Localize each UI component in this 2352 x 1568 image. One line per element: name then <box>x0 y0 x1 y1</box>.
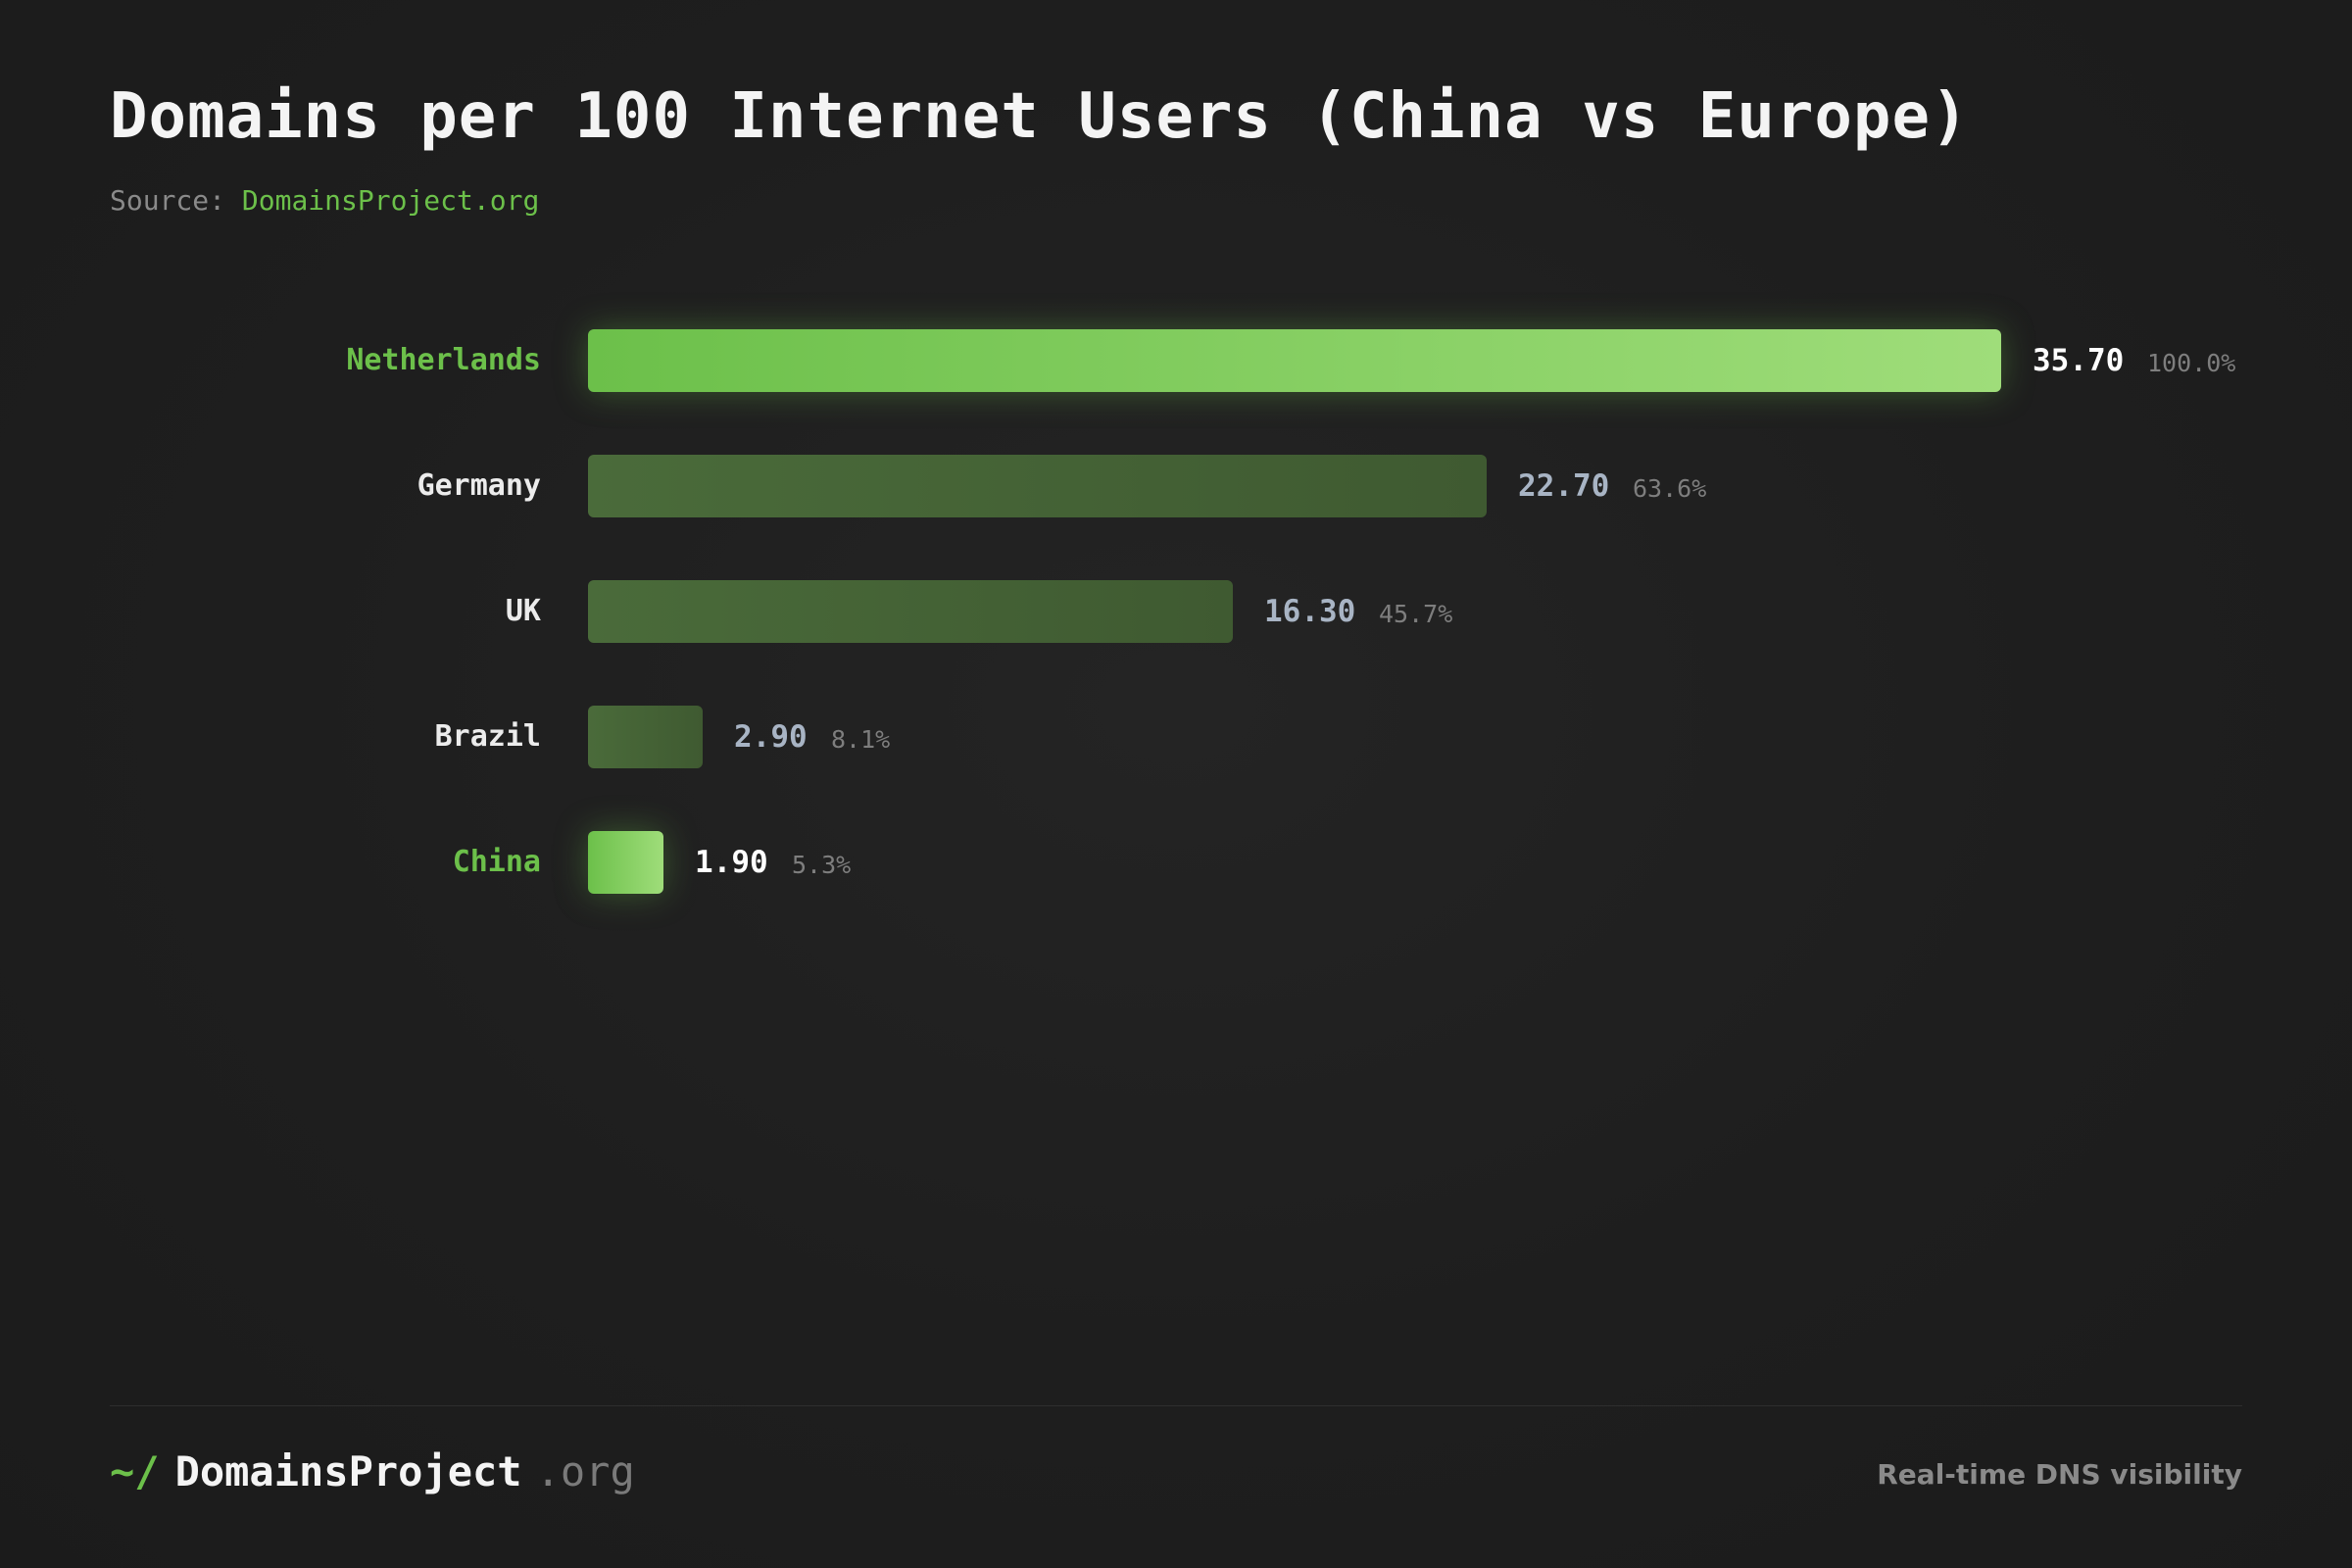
source-line: Source: DomainsProject.org <box>110 184 539 217</box>
bar[interactable] <box>588 831 663 894</box>
percent-label: 45.7% <box>1379 600 1453 628</box>
brand-logo[interactable]: ~/ DomainsProject .org <box>110 1443 635 1501</box>
value-label: 2.90 <box>734 719 808 755</box>
footer-divider <box>110 1405 2242 1406</box>
bar[interactable] <box>588 706 703 768</box>
value-label: 16.30 <box>1264 594 1356 629</box>
footer-tagline: Real-time DNS visibility <box>1877 1458 2242 1491</box>
category-label: UK <box>505 594 541 628</box>
brand-name: DomainsProject <box>174 1447 522 1495</box>
category-label: Germany <box>416 468 541 503</box>
percent-label: 63.6% <box>1633 474 1707 503</box>
source-link[interactable]: DomainsProject.org <box>241 184 540 217</box>
brand-tld: .org <box>535 1447 635 1495</box>
bar-row: UK 16.30 45.7% <box>0 580 2352 643</box>
value-label: 35.70 <box>2033 343 2125 378</box>
bar-row: Netherlands 35.70 100.0% <box>0 329 2352 392</box>
category-label: Netherlands <box>346 343 541 377</box>
bar[interactable] <box>588 455 1487 517</box>
source-prefix: Source: <box>110 184 226 217</box>
bar[interactable] <box>588 580 1233 643</box>
bar-row: China 1.90 5.3% <box>0 831 2352 894</box>
brand-mark: ~/ <box>110 1447 160 1495</box>
percent-label: 100.0% <box>2147 349 2236 377</box>
category-label: China <box>452 845 541 879</box>
bar-row: Germany 22.70 63.6% <box>0 455 2352 517</box>
value-label: 1.90 <box>695 845 768 880</box>
percent-label: 8.1% <box>831 725 891 754</box>
value-label: 22.70 <box>1518 468 1610 504</box>
percent-label: 5.3% <box>792 851 852 879</box>
category-label: Brazil <box>434 719 541 754</box>
bar-row: Brazil 2.90 8.1% <box>0 706 2352 768</box>
bar[interactable] <box>588 329 2001 392</box>
chart-title: Domains per 100 Internet Users (China vs… <box>110 80 1970 153</box>
